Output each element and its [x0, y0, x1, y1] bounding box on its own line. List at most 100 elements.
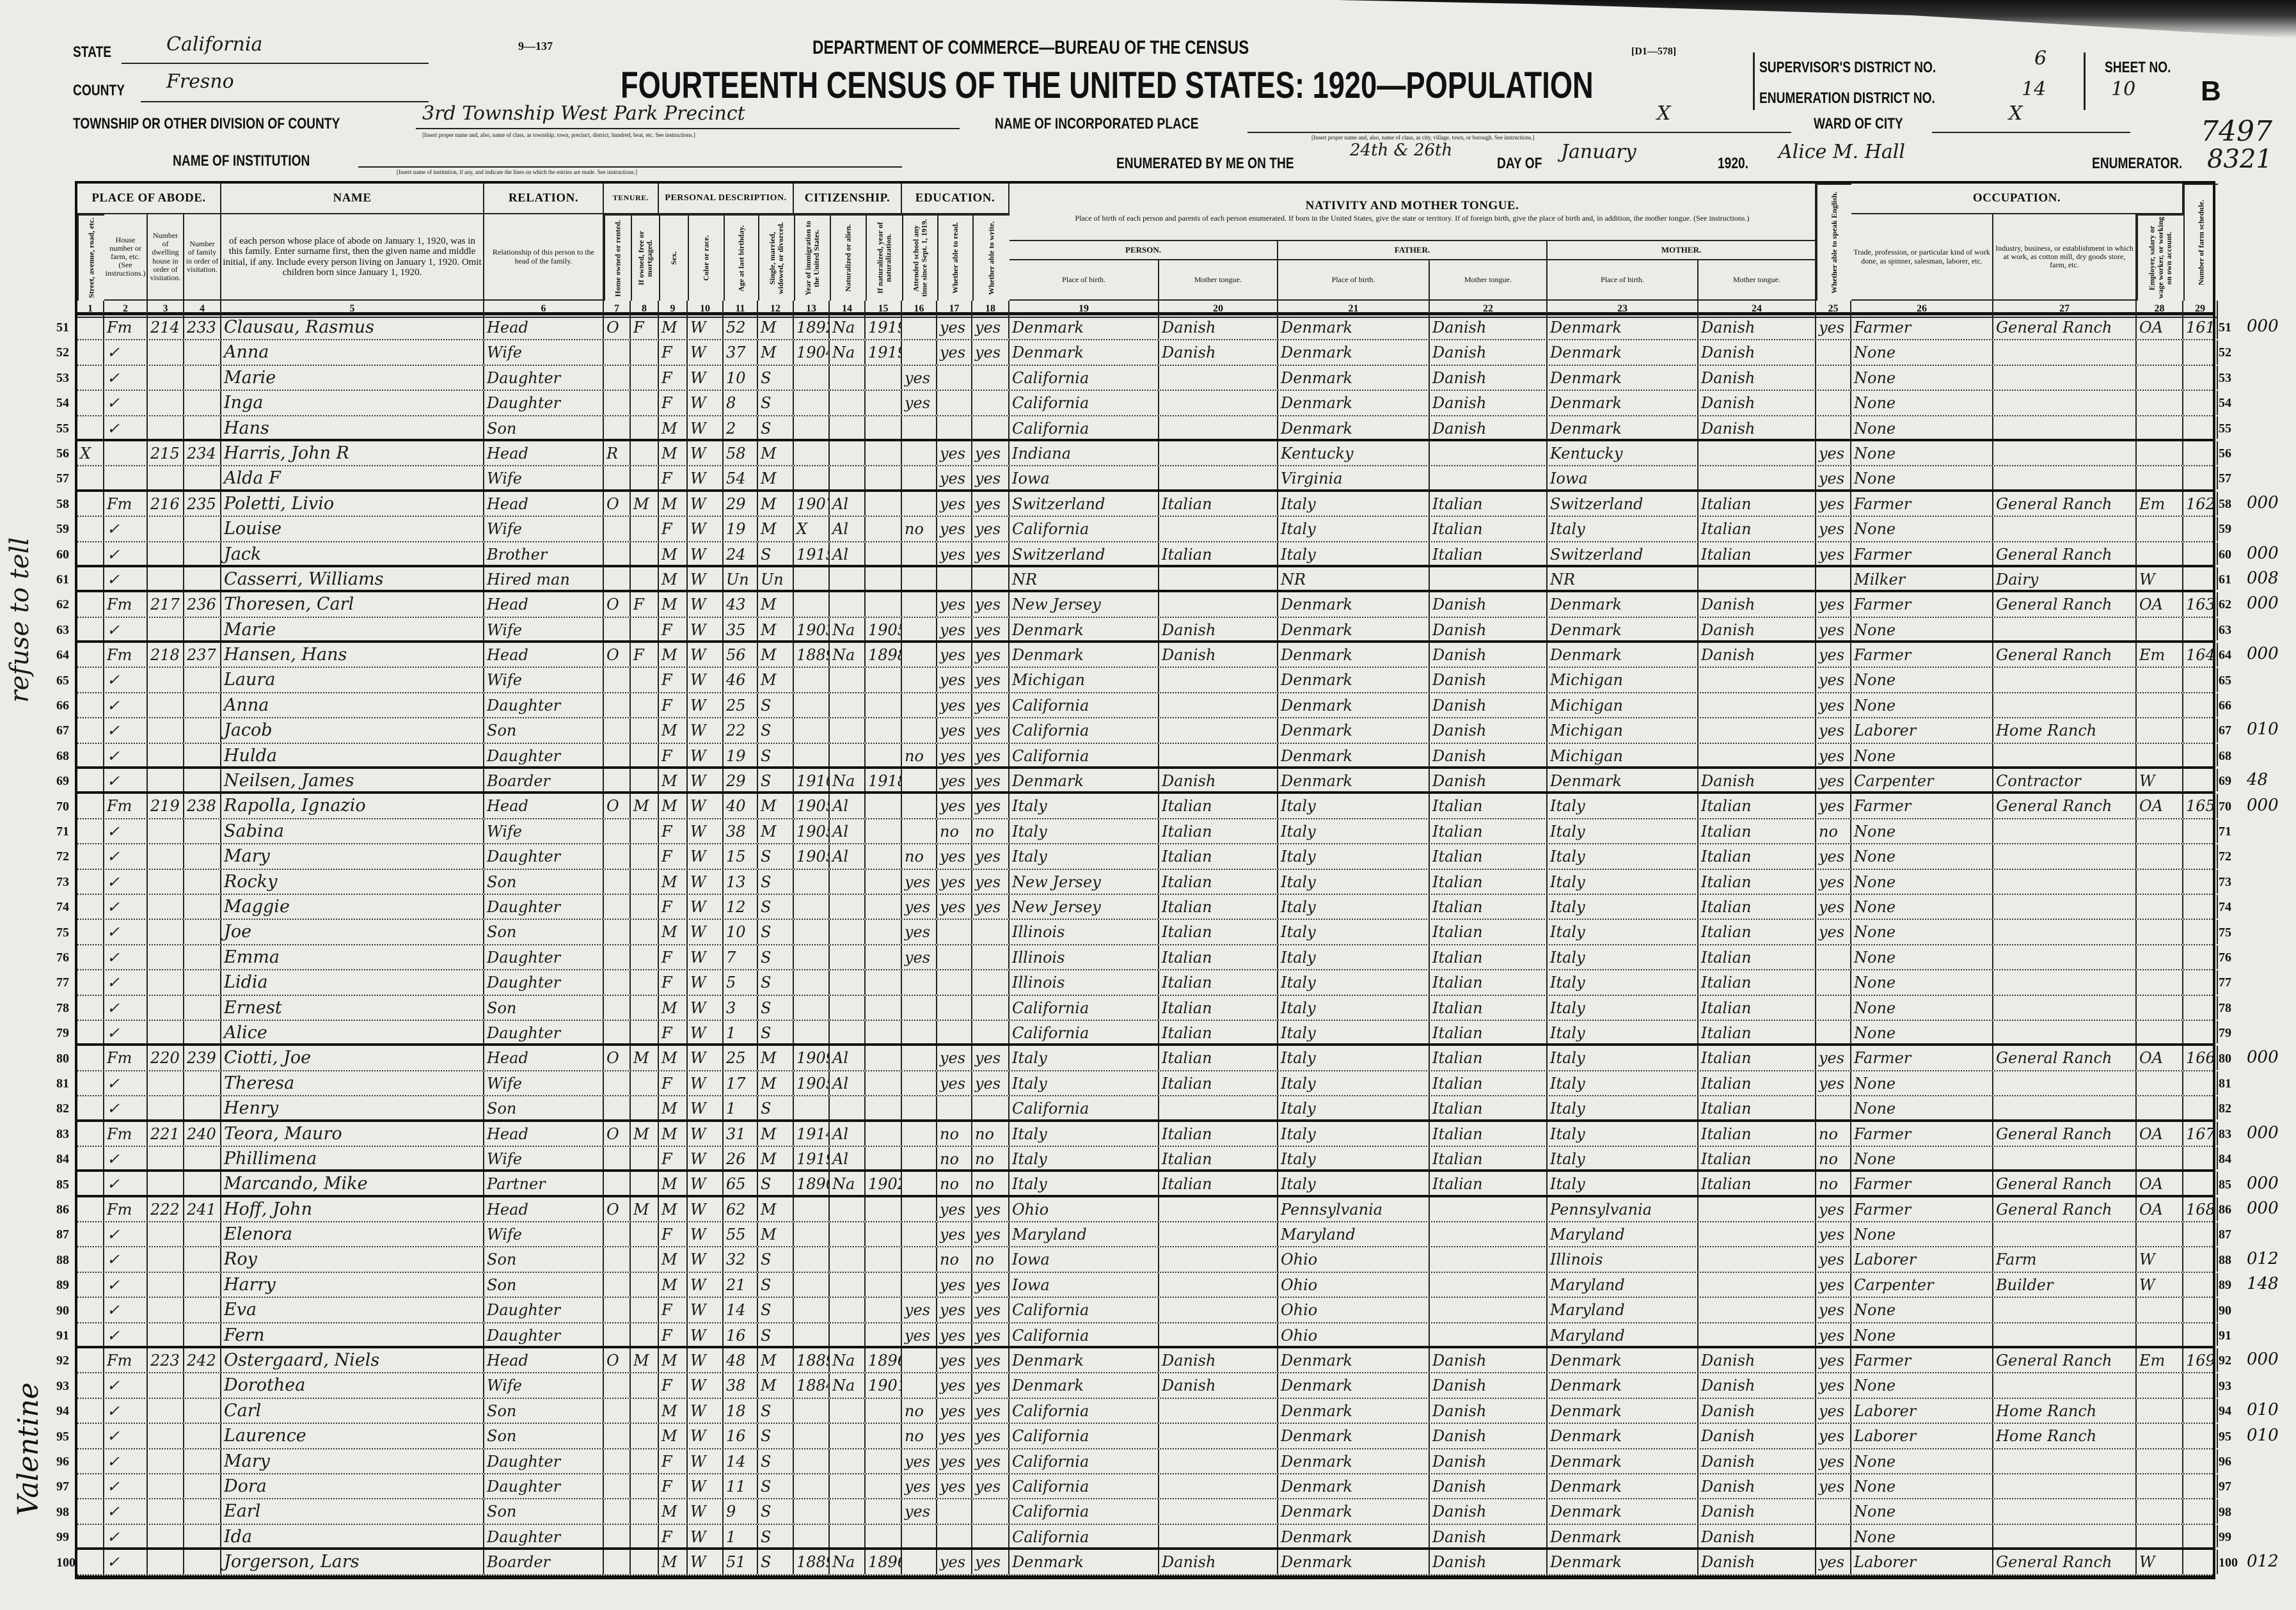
- mother-tongue-cell: Italian: [1159, 542, 1278, 565]
- relation-cell: Boarder: [484, 769, 604, 792]
- worker-class-cell: [2137, 1474, 2183, 1499]
- county-label: COUNTY: [73, 82, 125, 99]
- line-number-left: 78: [56, 1000, 69, 1015]
- naturalization-year-cell: [866, 718, 902, 743]
- industry-cell: [1993, 1146, 2137, 1170]
- worker-class-cell: [2137, 466, 2183, 489]
- birthplace-cell: California: [1009, 1474, 1159, 1499]
- race-cell: W: [688, 693, 724, 718]
- father-birthplace-cell: Denmark: [1278, 718, 1430, 743]
- naturalization-year-cell: [866, 441, 902, 466]
- immigration-year-cell: [794, 1449, 830, 1473]
- can-read-cell: yes: [937, 769, 972, 792]
- worker-class-cell: W: [2137, 769, 2183, 792]
- name-cell: Jacob: [221, 718, 484, 743]
- column-header-1: Street, avenue, road, etc.: [77, 214, 104, 301]
- trade-cell: Farmer: [1851, 592, 1993, 617]
- mother-tongue-cell: [1159, 1298, 1278, 1322]
- free-mortgaged-cell: [631, 1298, 659, 1322]
- township-value: 3rd Township West Park Precinct: [422, 102, 745, 125]
- mother-mother-tongue-cell: [1698, 718, 1816, 743]
- family-number-cell: [184, 743, 221, 767]
- mother-birthplace-cell: Denmark: [1548, 315, 1698, 340]
- line-number-left: 54: [56, 396, 69, 411]
- worker-class-cell: [2137, 1071, 2183, 1096]
- farm-schedule-cell: [2183, 1020, 2218, 1044]
- industry-cell: [1993, 466, 2137, 489]
- mother-mother-tongue-cell: [1698, 567, 1816, 590]
- naturalized-cell: [830, 894, 866, 919]
- trade-cell: Carpenter: [1851, 769, 1993, 792]
- can-read-cell: yes: [937, 1550, 972, 1574]
- mother-mother-tongue-cell: Italian: [1698, 945, 1816, 970]
- line-number-left: 57: [56, 471, 69, 486]
- mother-tongue-cell: [1159, 567, 1278, 590]
- industry-cell: General Ranch: [1993, 643, 2137, 667]
- mother-tongue-cell: [1159, 416, 1278, 439]
- trade-cell: None: [1851, 365, 1993, 390]
- free-mortgaged-cell: [631, 869, 659, 894]
- age-cell: 1: [724, 1096, 758, 1119]
- margin-code: 000: [2247, 1173, 2279, 1193]
- line-number-right: 95: [2219, 1429, 2231, 1444]
- department-title: DEPARTMENT OF COMMERCE—BUREAU OF THE CEN…: [812, 37, 1249, 58]
- line-number-left: 96: [56, 1455, 69, 1469]
- attended-school-cell: [902, 970, 937, 995]
- naturalization-year-cell: [866, 1247, 902, 1272]
- trade-cell: None: [1851, 1499, 1993, 1524]
- mother-mother-tongue-cell: [1698, 668, 1816, 692]
- street-cell: [77, 517, 104, 541]
- family-number-cell: [184, 693, 221, 718]
- column-header-11: Age at last birthday.: [724, 214, 758, 301]
- table-row: ✓AnnaWifeFW37M1904Na1919yesyesDenmarkDan…: [77, 340, 2218, 366]
- mother-tongue-cell: [1159, 1398, 1278, 1423]
- free-mortgaged-cell: M: [631, 1046, 659, 1070]
- street-cell: [77, 617, 104, 641]
- can-write-cell: yes: [972, 718, 1009, 743]
- father-birthplace-cell: Denmark: [1278, 365, 1430, 390]
- father-tongue-cell: Danish: [1430, 643, 1548, 667]
- home-owned-rented-cell: [604, 1474, 631, 1499]
- immigration-year-cell: [794, 743, 830, 767]
- line-number-left: 55: [56, 421, 69, 436]
- sex-cell: M: [659, 1247, 688, 1272]
- father-tongue-cell: Danish: [1430, 769, 1548, 792]
- line-number-left: 66: [56, 698, 69, 713]
- father-tongue-cell: [1430, 1323, 1548, 1346]
- free-mortgaged-cell: [631, 1373, 659, 1398]
- industry-cell: [1993, 668, 2137, 692]
- can-write-cell: yes: [972, 1550, 1009, 1574]
- trade-cell: None: [1851, 1222, 1993, 1247]
- street-cell: [77, 970, 104, 995]
- mother-birthplace-cell: Iowa: [1548, 466, 1698, 489]
- home-owned-rented-cell: [604, 718, 631, 743]
- trade-cell: None: [1851, 819, 1993, 844]
- mother-tongue-cell: [1159, 743, 1278, 767]
- mother-birthplace-cell: Denmark: [1548, 1524, 1698, 1548]
- ward-label: WARD OF CITY: [1814, 115, 1903, 132]
- speaks-english-cell: yes: [1816, 517, 1851, 541]
- line-number-right: 76: [2219, 951, 2231, 965]
- line-number-right: 85: [2219, 1177, 2231, 1192]
- naturalized-cell: Al: [830, 1071, 866, 1096]
- mother-birthplace-cell: Italy: [1548, 844, 1698, 869]
- mother-tongue-cell: Italian: [1159, 894, 1278, 919]
- line-number-left: 65: [56, 673, 69, 688]
- name-cell: Marie: [221, 365, 484, 390]
- relation-cell: Daughter: [484, 945, 604, 970]
- family-number-cell: 237: [184, 643, 221, 667]
- column-number-12: 12: [758, 301, 794, 318]
- home-owned-rented-cell: O: [604, 794, 631, 818]
- age-cell: 48: [724, 1348, 758, 1373]
- naturalized-cell: [830, 1247, 866, 1272]
- free-mortgaged-cell: [631, 668, 659, 692]
- worker-class-cell: [2137, 1020, 2183, 1044]
- father-tongue-cell: Italian: [1430, 945, 1548, 970]
- free-mortgaged-cell: [631, 1424, 659, 1448]
- can-write-cell: yes: [972, 844, 1009, 869]
- line-number-right: 61: [2219, 572, 2231, 587]
- can-read-cell: no: [937, 819, 972, 844]
